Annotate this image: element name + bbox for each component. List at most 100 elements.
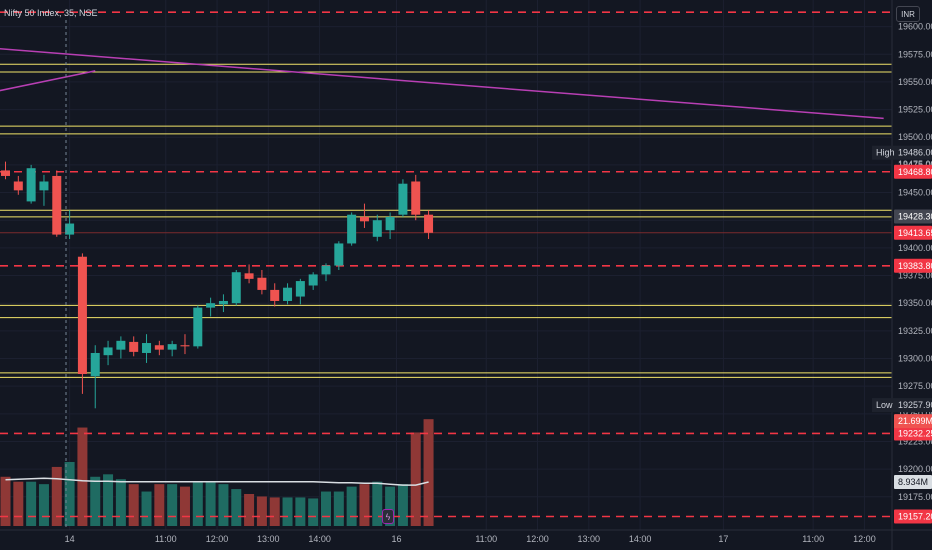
- price-tick-label: 19325.00: [898, 326, 932, 336]
- candle-body: [295, 281, 305, 297]
- trendline: [0, 70, 96, 92]
- candle-body: [231, 272, 241, 304]
- candle-body: [308, 274, 318, 286]
- price-tick-label: 19375.00: [898, 271, 932, 281]
- volume-bar: [359, 484, 370, 526]
- time-tick-label: 17: [718, 534, 728, 544]
- price-tick-label: 19175.00: [898, 492, 932, 502]
- time-tick-label: 13:00: [578, 534, 601, 544]
- volume-bar: [167, 484, 178, 526]
- volume-bar: [346, 486, 357, 526]
- currency-button[interactable]: INR: [896, 6, 920, 22]
- volume-bar: [192, 481, 203, 526]
- volume-bars: [0, 419, 434, 526]
- price-tick-label: 19200.00: [898, 464, 932, 474]
- candle-body: [359, 216, 369, 222]
- low-tag: Low: [876, 400, 893, 410]
- volume-bar: [244, 494, 255, 526]
- candle-body: [26, 168, 36, 202]
- low-price-bg: [894, 398, 932, 413]
- candle-body: [424, 214, 434, 233]
- candle-body: [347, 214, 357, 244]
- candle-body: [103, 347, 113, 356]
- candle-body: [206, 303, 216, 308]
- volume-last-label: 21.699M: [898, 416, 932, 426]
- candle-body: [13, 181, 23, 191]
- horizontal-lines: [0, 11, 892, 518]
- candle-body: [129, 341, 139, 352]
- candle-body: [218, 300, 228, 305]
- volume-bar: [321, 491, 331, 526]
- price-tick-label: 19525.00: [898, 105, 932, 115]
- volume-bar: [205, 481, 216, 526]
- price-tick-label: 19575.00: [898, 49, 932, 59]
- time-tick-label: 11:00: [155, 534, 177, 544]
- volume-bar: [115, 479, 126, 526]
- price-tick-label: 19275.00: [898, 381, 932, 391]
- price-tick-label: 19300.00: [898, 354, 932, 364]
- volume-bar: [90, 476, 101, 526]
- price-label: 19413.65: [898, 228, 932, 238]
- volume-bar: [333, 491, 344, 526]
- volume-bar: [141, 491, 152, 526]
- candle-body: [180, 345, 190, 347]
- volume-bar: [128, 484, 139, 526]
- time-tick-label: 12:00: [206, 534, 229, 544]
- candle-body: [65, 223, 75, 235]
- time-tick-label: 14:00: [308, 534, 331, 544]
- time-tick-label: 14: [65, 534, 75, 544]
- candle-body: [270, 289, 280, 301]
- partial-tick-label: 19475.00: [898, 159, 932, 169]
- volume-bar: [77, 427, 88, 526]
- volume-last-label-bg: [894, 414, 932, 429]
- volume-bar: [38, 484, 49, 526]
- volume-bar: [423, 419, 434, 526]
- price-label-bg: [894, 164, 932, 179]
- candle-body: [244, 273, 254, 279]
- price-label: 19232.25: [898, 428, 932, 438]
- volume-ma: [5, 477, 429, 486]
- candle-body: [257, 277, 267, 290]
- flash-icon[interactable]: ϟ: [382, 509, 394, 524]
- time-tick-label: 11:00: [802, 534, 824, 544]
- volume-bar: [372, 481, 383, 526]
- volume-bar: [256, 496, 267, 526]
- volume-bar: [269, 497, 280, 526]
- price-label: 19468.80: [898, 167, 932, 177]
- candle-body: [1, 170, 10, 176]
- volume-bar: [282, 497, 293, 526]
- candle-body: [39, 181, 49, 191]
- trendline: [0, 48, 884, 120]
- candle-body: [334, 243, 344, 266]
- high-tag-bg: [872, 145, 894, 160]
- symbol-legend[interactable]: Nifty 50 Index, 35, NSE: [4, 8, 98, 18]
- price-tick-label: 19250.00: [898, 409, 932, 419]
- candle-body: [398, 183, 408, 215]
- time-tick-label: 12:00: [853, 534, 876, 544]
- volume-bar: [385, 486, 396, 526]
- high-price-bg: [894, 145, 932, 160]
- candle-body: [372, 220, 382, 237]
- volume-bar: [397, 484, 408, 526]
- time-tick-label: 11:00: [475, 534, 497, 544]
- price-label-bg: [894, 509, 932, 524]
- candle-body: [411, 181, 421, 215]
- candle-body: [90, 352, 100, 377]
- low-tag-bg: [872, 398, 894, 413]
- volume-bar: [308, 498, 319, 526]
- volume-bar: [410, 432, 421, 526]
- high-price: 19486.00: [898, 148, 932, 158]
- price-label-bg: [894, 426, 932, 441]
- trendlines: [0, 48, 884, 120]
- price-tick-label: 19350.00: [898, 298, 932, 308]
- price-tick-label: 19400.00: [898, 243, 932, 253]
- high-tag: High: [876, 148, 895, 158]
- volume-bar: [295, 497, 306, 526]
- volume-bar: [231, 489, 242, 526]
- time-tick-label: 14:00: [629, 534, 652, 544]
- candle-body: [142, 343, 152, 353]
- candle-body: [385, 216, 395, 231]
- time-axis[interactable]: 14 11:00 12:00 13:00 14:00 16 11:00 12:00 13:00 1…: [65, 534, 876, 544]
